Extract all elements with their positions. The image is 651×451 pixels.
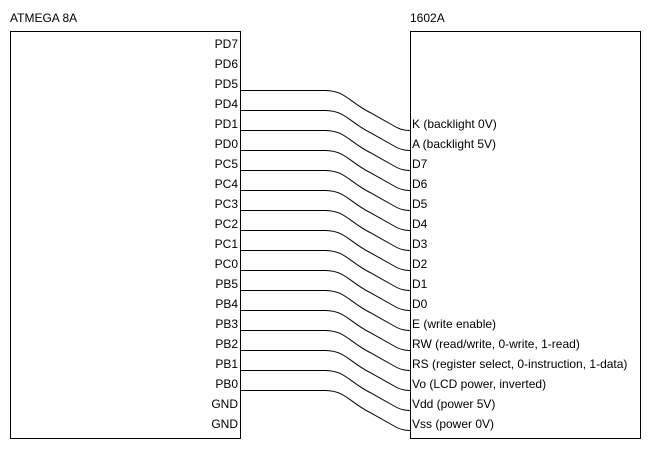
left-pin-pc5-6: PC5 [215, 157, 239, 171]
right-pin-rs-register-select-0-instruction-1-data: RS (register select, 0-instruction, 1-da… [412, 357, 627, 371]
right-pin-d3: D3 [412, 237, 428, 251]
left-pin-pd5-2: PD5 [215, 77, 239, 91]
wire-pc5-to-d5 [240, 170, 411, 211]
right-pin-e-write-enable: E (write enable) [412, 317, 496, 331]
right-pin-vss-power-0v: Vss (power 0V) [412, 417, 494, 431]
left-pin-pb5-12: PB5 [215, 277, 238, 291]
left-pin-pc3-8: PC3 [215, 197, 239, 211]
left-pin-pb2-15: PB2 [215, 337, 238, 351]
left-pin-pc1-10: PC1 [215, 237, 239, 251]
left-pin-pb4-13: PB4 [215, 297, 238, 311]
wire-pb2-to-vo-lcd-power-inverted [240, 350, 411, 391]
right-pin-rw-read-write-0-write-1-read: RW (read/write, 0-write, 1-read) [412, 337, 580, 351]
right-pin-d7: D7 [412, 157, 428, 171]
left-pin-pc4-7: PC4 [215, 177, 239, 191]
wire-pb3-to-rs-register-select-0-instruction-1-data [240, 330, 411, 371]
left-pin-pd6-1: PD6 [215, 57, 239, 71]
wire-pc3-to-d3 [240, 210, 411, 251]
left-chip-box [10, 31, 241, 439]
right-pin-d6: D6 [412, 177, 428, 191]
wire-pb4-to-rw-read-write-0-write-1-read [240, 310, 411, 351]
wire-pb1-to-vdd-power-5v [240, 370, 411, 411]
left-pin-pb0-17: PB0 [215, 377, 238, 391]
wire-pd0-to-d6 [240, 150, 411, 191]
right-pin-d0: D0 [412, 297, 428, 311]
wires [240, 90, 411, 431]
wire-pc0-to-d0 [240, 270, 411, 311]
right-pin-vdd-power-5v: Vdd (power 5V) [412, 397, 495, 411]
left-chip-pins: PD7 PD6 PD5 PD4 PD1 PD0 PC5 PC4 PC3 PC2 PC1 PC0 PB5 P… [211, 37, 238, 431]
right-pin-d1: D1 [412, 277, 428, 291]
right-chip-pins: K (backlight 0V) A (backlight 5V) D7 D6 D5 D4… [412, 117, 627, 431]
left-pin-pd7-0: PD7 [215, 37, 239, 51]
right-pin-d2: D2 [412, 257, 428, 271]
left-pin-pd1-4: PD1 [215, 117, 239, 131]
right-pin-d4: D4 [412, 217, 428, 231]
right-chip-title: 1602A [410, 11, 445, 25]
wire-pd1-to-d7 [240, 130, 411, 171]
wire-pc2-to-d2 [240, 230, 411, 271]
right-chip-box [410, 31, 641, 439]
left-pin-pb3-14: PB3 [215, 317, 238, 331]
right-pin-vo-lcd-power-inverted: Vo (LCD power, inverted) [412, 377, 546, 391]
wire-pc4-to-d4 [240, 190, 411, 231]
left-chip-title: ATMEGA 8A [10, 11, 77, 25]
wire-pc1-to-d1 [240, 250, 411, 291]
left-pin-pd4-3: PD4 [215, 97, 239, 111]
right-pin-k-backlight-0v: K (backlight 0V) [412, 117, 497, 131]
right-pin-a-backlight-5v: A (backlight 5V) [412, 137, 496, 151]
left-pin-gnd-18: GND [211, 397, 238, 411]
wire-pb0-to-vss-power-0v [240, 390, 411, 431]
wire-pd5-to-k-backlight-0v [240, 90, 411, 131]
wire-pd4-to-a-backlight-5v [240, 110, 411, 151]
left-pin-pc2-9: PC2 [215, 217, 239, 231]
wire-pb5-to-e-write-enable [240, 290, 411, 331]
right-pin-d5: D5 [412, 197, 428, 211]
left-pin-gnd-19: GND [211, 417, 238, 431]
left-pin-pd0-5: PD0 [215, 137, 239, 151]
left-pin-pc0-11: PC0 [215, 257, 239, 271]
left-pin-pb1-16: PB1 [215, 357, 238, 371]
